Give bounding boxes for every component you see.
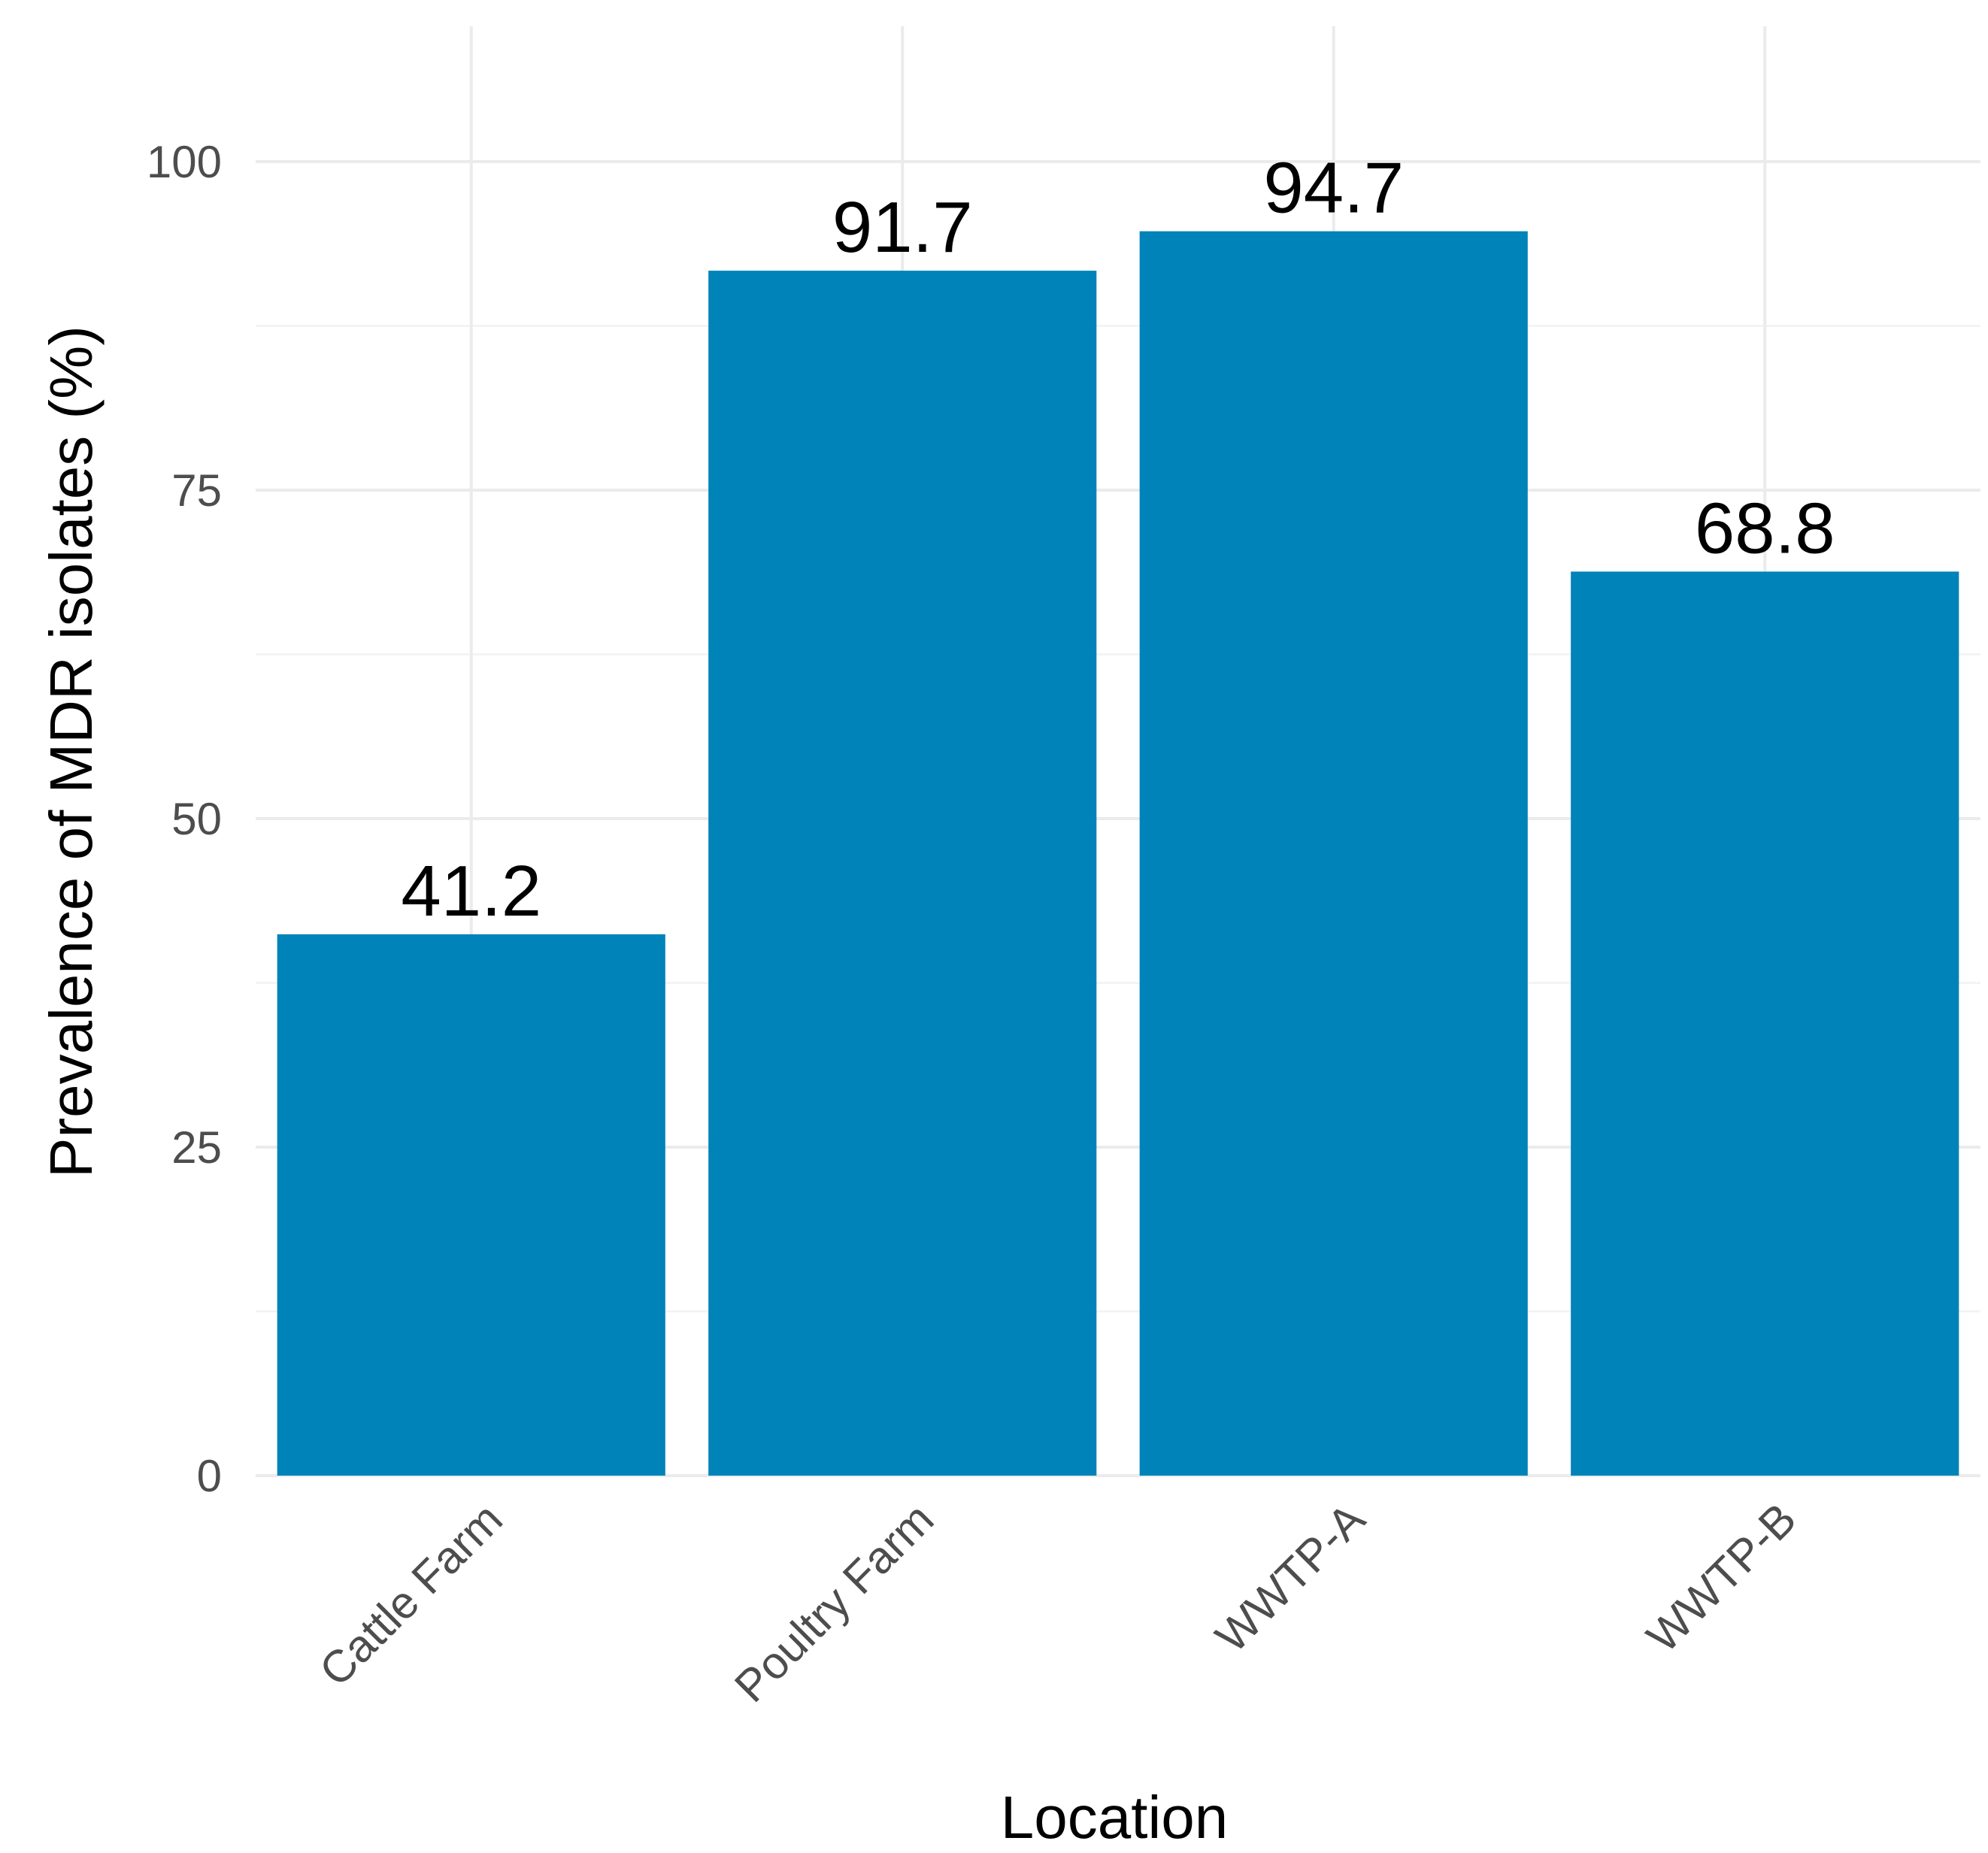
x-tick-label: Cattle Farm [310, 1494, 512, 1696]
x-axis-title: Location [1001, 1784, 1228, 1851]
bar [1571, 571, 1959, 1476]
bar-value-labels: 41.2 91.7 94.7 68.8 [401, 148, 1835, 931]
bar-value-label: 41.2 [401, 851, 541, 931]
bars [277, 231, 1959, 1476]
y-tick-label: 0 [197, 1451, 222, 1501]
bar [708, 271, 1097, 1476]
y-tick-label: 25 [171, 1122, 222, 1173]
y-axis-title: Prevalence of MDR isolates (%) [38, 325, 105, 1178]
bar-value-label: 94.7 [1263, 148, 1404, 229]
bar-value-label: 91.7 [832, 187, 973, 268]
bar [1139, 231, 1528, 1476]
y-tick-label: 100 [147, 137, 222, 187]
x-tick-label: Poultry Farm [725, 1494, 943, 1712]
y-axis-ticks: 0 25 50 75 100 [147, 137, 222, 1501]
x-tick-label: WWTP-B [1637, 1494, 1805, 1662]
x-tick-label: WWTP-A [1206, 1494, 1374, 1662]
bar-value-label: 68.8 [1695, 488, 1835, 568]
bar [277, 934, 665, 1476]
y-tick-label: 75 [171, 465, 222, 516]
y-tick-label: 50 [171, 794, 222, 844]
x-axis-ticks: Cattle Farm Poultry Farm WWTP-A WWTP-B [310, 1494, 1805, 1712]
